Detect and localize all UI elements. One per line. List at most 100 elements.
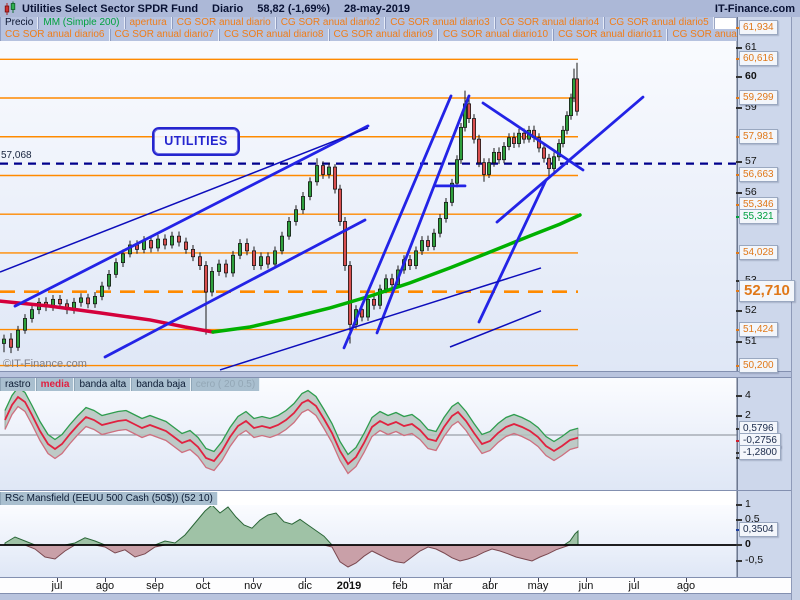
axis-tickmark xyxy=(736,519,742,521)
axis-value-label-51,424: 51,424 xyxy=(739,322,778,337)
trendline xyxy=(481,101,585,172)
axis-tick-59: 59 xyxy=(745,101,757,113)
indicator-tab-row-1: Precio MM (Simple 200) apertura CG SOR anua… xyxy=(0,17,737,29)
toolbar-tab-b-2[interactable]: CG SOR anual diario8 xyxy=(219,29,329,41)
axis-value-label-0,3504: 0,3504 xyxy=(739,522,778,537)
title-bar: Utilities Select Sector SPDR Fund Diario… xyxy=(0,0,800,17)
oscillator-tab-3[interactable]: banda baja xyxy=(131,378,191,391)
oscillator-tab-4[interactable]: cero ( 20 0.5) xyxy=(190,378,261,391)
toolbar-tab-b-0[interactable]: CG SOR anual diario6 xyxy=(0,29,110,41)
month-label-mar: mar xyxy=(433,580,453,592)
axis-value-label-50,200: 50,200 xyxy=(739,358,778,373)
month-tick xyxy=(253,578,254,582)
axis-tickmark xyxy=(736,310,742,312)
price-panel[interactable] xyxy=(0,19,737,371)
axis-tick-51: 51 xyxy=(745,335,757,347)
toolbar-tab-1[interactable]: MM (Simple 200) xyxy=(38,17,125,29)
month-label-ago: ago xyxy=(676,580,696,592)
axis-tickmark xyxy=(736,415,742,417)
month-tick xyxy=(349,578,350,582)
oscillator-tab-0[interactable]: rastro xyxy=(0,378,36,391)
month-label-feb: feb xyxy=(392,580,408,592)
axis-value-label-57,981: 57,981 xyxy=(739,129,778,144)
month-tick xyxy=(105,578,106,582)
toolbar-tab-0[interactable]: Precio xyxy=(0,17,39,29)
month-tick xyxy=(400,578,401,582)
toolbar-tab-b-1[interactable]: CG SOR anual diario7 xyxy=(109,29,219,41)
trendline xyxy=(375,94,471,335)
utilities-annotation-box[interactable]: UTILITIES xyxy=(152,127,240,156)
brand-label: IT-Finance.com xyxy=(714,2,795,15)
month-label-jun: jun xyxy=(578,580,594,592)
toolbar-tab-4[interactable]: CG SOR anual diario2 xyxy=(275,17,386,29)
month-label-abr: abr xyxy=(482,580,498,592)
toolbar-tab-b-3[interactable]: CG SOR anual diario9 xyxy=(328,29,438,41)
month-tick xyxy=(490,578,491,582)
toolbar-empty-cell xyxy=(713,17,737,29)
month-tick xyxy=(634,578,635,582)
toolbar-tab-7[interactable]: CG SOR anual diario5 xyxy=(604,17,714,29)
month-label-sep: sep xyxy=(146,580,164,592)
month-label-jul: jul xyxy=(628,580,640,592)
month-label-dic: dic xyxy=(297,580,313,592)
month-label-may: may xyxy=(527,580,549,592)
month-tick xyxy=(203,578,204,582)
toolbar-tab-5[interactable]: CG SOR anual diario3 xyxy=(385,17,495,29)
axis-value-label-56,663: 56,663 xyxy=(739,167,778,182)
oscillator-header-tabs: rastro media banda alta banda baja cero ( 20… xyxy=(0,378,261,391)
month-tick xyxy=(686,578,687,582)
axis-tick-52: 52 xyxy=(745,304,757,316)
axis-tickmark xyxy=(736,161,742,163)
month-label-2019: 2019 xyxy=(336,580,362,592)
axis-tickmark xyxy=(736,560,742,562)
sma200-rising xyxy=(211,213,582,334)
toolbar-tab-b-4[interactable]: CG SOR anual diario10 xyxy=(438,29,554,41)
axis-tickmark xyxy=(736,192,742,194)
instrument-title: Utilities Select Sector SPDR Fund xyxy=(22,2,199,15)
month-tick xyxy=(538,578,539,582)
mansfield-header: RSc Mansfield (EEUU 500 Cash (50$)) (52 … xyxy=(0,492,218,505)
media-line xyxy=(4,395,579,466)
axis-tick-57: 57 xyxy=(745,155,757,167)
month-tick xyxy=(586,578,587,582)
toolbar-tab-3[interactable]: CG SOR anual diario xyxy=(171,17,276,29)
axis-tickmark xyxy=(736,504,742,506)
axis-tick-1: 1 xyxy=(745,498,751,510)
month-label-oct: oct xyxy=(195,580,211,592)
axis-value-label-52,710: 52,710 xyxy=(739,280,795,302)
toolbar-tab-b-6[interactable]: CG SOR anual xyxy=(667,29,737,41)
oscillator-panel[interactable] xyxy=(0,386,737,475)
trendline xyxy=(13,124,370,308)
panel-splitter-1[interactable] xyxy=(0,371,791,378)
toolbar-tab-b-5[interactable]: CG SOR anual diario11 xyxy=(553,29,668,41)
axis-value-label-60,616: 60,616 xyxy=(739,51,778,66)
trendline-thin xyxy=(219,267,542,371)
axis-tickmark xyxy=(736,341,742,343)
month-label-jul: jul xyxy=(51,580,63,592)
axis-tickmark xyxy=(736,544,742,546)
month-label-nov: nov xyxy=(244,580,262,592)
trendline-thin xyxy=(0,127,369,273)
watermark: ©IT-Finance.com xyxy=(3,358,87,370)
axis-tickmark xyxy=(736,76,742,78)
indicator-tab-row-2: CG SOR anual diario6 CG SOR anual diario7… xyxy=(0,29,737,41)
toolbar-tab-2[interactable]: apertura xyxy=(124,17,172,29)
oscillator-tab-1[interactable]: media xyxy=(35,378,75,391)
oscillator-tab-2[interactable]: banda alta xyxy=(74,378,132,391)
window-right-edge xyxy=(791,17,800,600)
trendline xyxy=(103,218,367,359)
time-axis[interactable]: jul ago sep oct nov dic 2019 feb mar abr may jun jul… xyxy=(0,578,791,593)
mansfield-title-tab[interactable]: RSc Mansfield (EEUU 500 Cash (50$)) (52 … xyxy=(0,492,218,505)
toolbar-tab-6[interactable]: CG SOR anual diario4 xyxy=(494,17,605,29)
level-label-57068: 57,068 xyxy=(1,150,32,161)
month-tick xyxy=(57,578,58,582)
mansfield-panel[interactable] xyxy=(0,505,737,568)
candlestick-icon xyxy=(4,1,16,15)
axis-tick-60: 60 xyxy=(745,70,757,82)
banda-baja-line xyxy=(4,405,579,475)
trendline xyxy=(342,94,453,350)
month-tick xyxy=(155,578,156,582)
month-label-ago: ago xyxy=(95,580,115,592)
